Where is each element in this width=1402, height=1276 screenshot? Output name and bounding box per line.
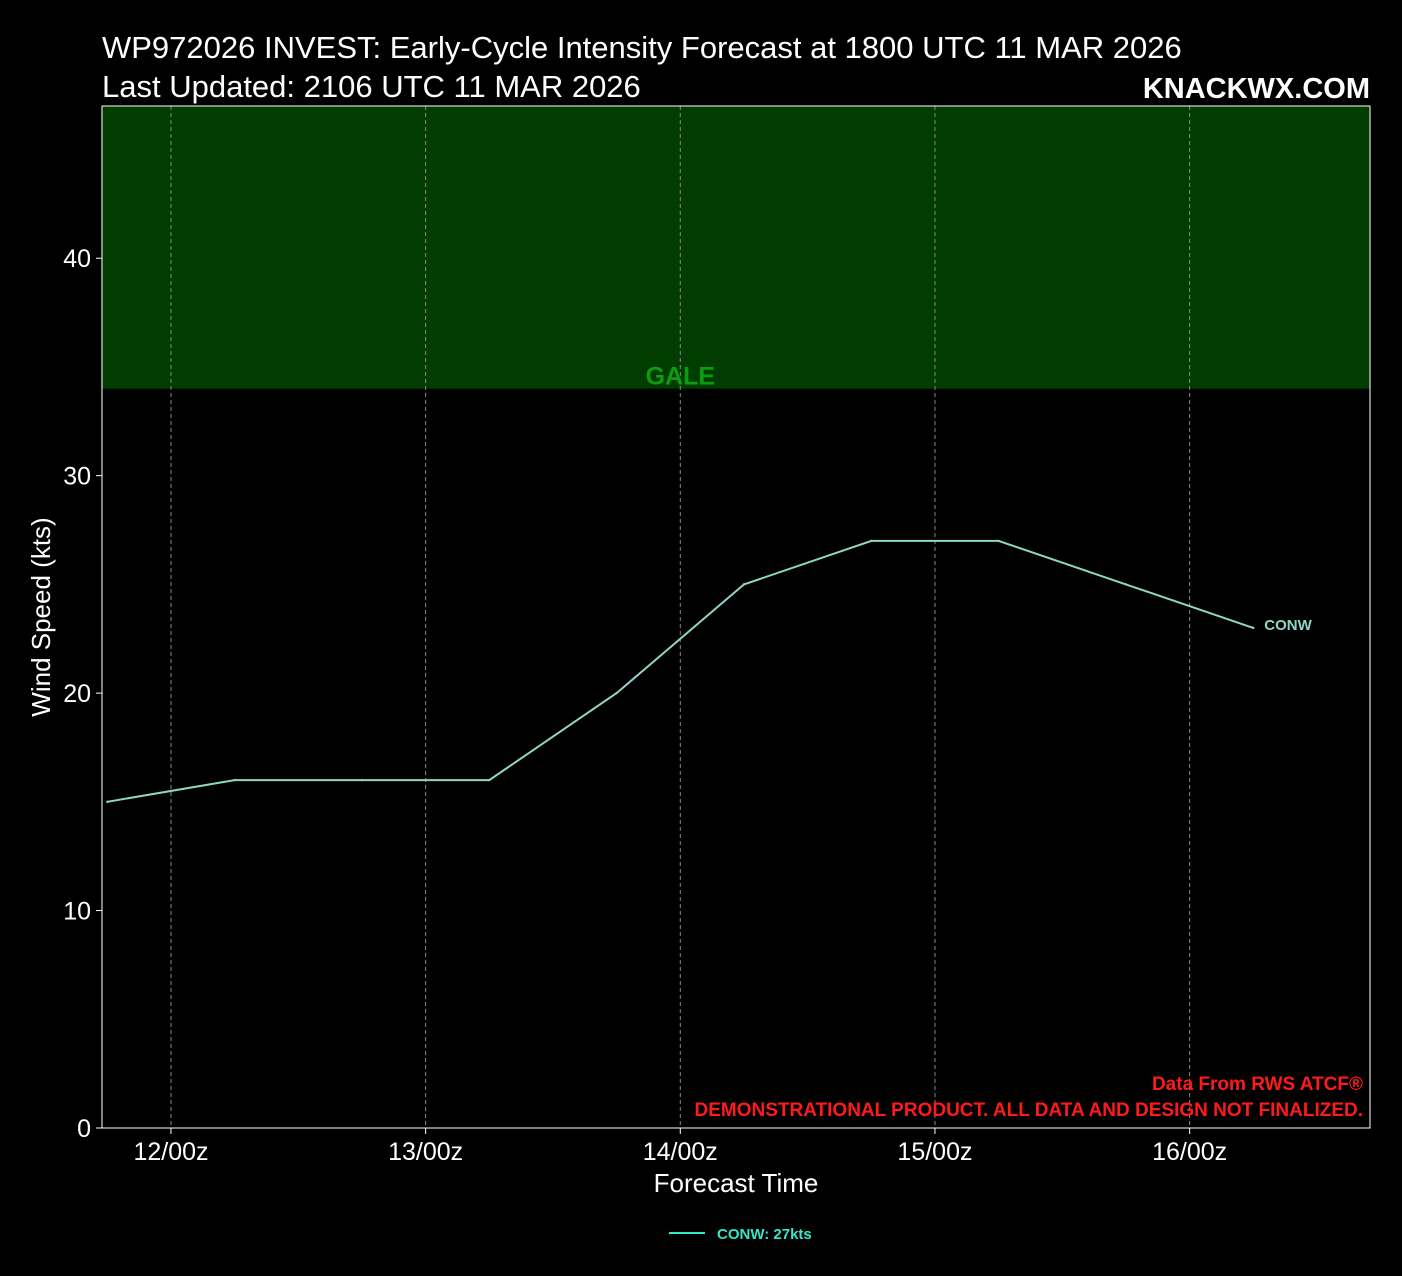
x-tick-label: 14/00z [643, 1138, 718, 1166]
brand-logo-text: KNACKWX.COM [1143, 73, 1370, 105]
y-tick-label: 20 [63, 680, 91, 708]
x-tick-label: 16/00z [1152, 1138, 1227, 1166]
legend-label-conw: CONW: 27kts [717, 1226, 812, 1243]
gale-band [102, 106, 1370, 389]
x-tick-label: 12/00z [133, 1138, 208, 1166]
chart-subtitle: Last Updated: 2106 UTC 11 MAR 2026 [102, 69, 641, 104]
series-point [742, 583, 746, 586]
y-tick-label: 10 [63, 898, 91, 926]
legend: CONW: 27kts [669, 1226, 812, 1243]
series-points [106, 539, 1255, 804]
series-point [360, 778, 364, 782]
gale-band-label: GALE [646, 363, 715, 391]
y-tick-label: 40 [63, 245, 91, 273]
series-point [233, 778, 236, 782]
x-axis-label: Forecast Time [654, 1168, 819, 1198]
x-tick-label: 15/00z [897, 1138, 972, 1166]
y-axis-label: Wind Speed (kts) [26, 517, 56, 716]
series-end-label: CONW [1264, 617, 1312, 634]
chart-title: WP972026 INVEST: Early-Cycle Intensity F… [102, 30, 1182, 65]
plot-area: GALE CONW 12/00z 13/00z 14/00z 15/00z 16/00z… [63, 105, 1371, 1166]
series-point [1124, 583, 1128, 586]
x-axis-ticks: 12/00z 13/00z 14/00z 15/00z 16/00z [133, 1128, 1227, 1166]
y-tick-label: 30 [63, 463, 91, 491]
demonstration-disclaimer: DEMONSTRATIONAL PRODUCT. ALL DATA AND DE… [695, 1100, 1364, 1121]
series-line-conw [107, 539, 1254, 803]
series-point [615, 691, 618, 695]
grid-lines [170, 106, 1191, 1128]
data-source-credit: Data From RWS ATCF® [1152, 1074, 1363, 1095]
series-point [870, 539, 873, 543]
x-tick-label: 13/00z [388, 1138, 463, 1166]
series-point [106, 800, 109, 804]
y-axis-ticks: 0 10 20 30 40 [63, 245, 102, 1143]
series-point [997, 539, 1000, 543]
plot-frame [101, 105, 1371, 1129]
series-point [1252, 626, 1255, 630]
series-point [488, 778, 491, 782]
y-tick-label: 0 [77, 1115, 91, 1143]
